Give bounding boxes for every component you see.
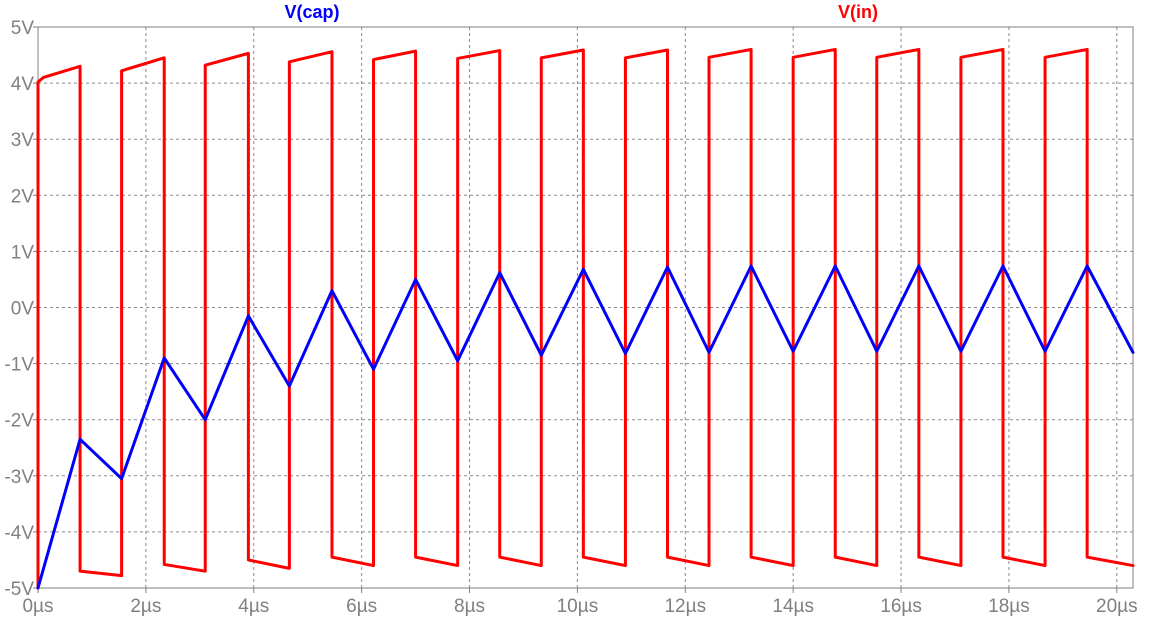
y-tick-label: 5V xyxy=(11,18,35,39)
x-tick-label: 10µs xyxy=(557,596,599,617)
grid-lines xyxy=(38,27,1133,588)
y-tick-label: -2V xyxy=(4,411,34,432)
series-traces xyxy=(36,47,1135,590)
y-tick-label: 2V xyxy=(11,186,35,207)
y-tick-label: -4V xyxy=(4,523,34,544)
series-line-vin xyxy=(36,47,1135,590)
y-tick-label: 4V xyxy=(11,74,35,95)
y-tick-label: 3V xyxy=(11,130,35,151)
tick-labels: 0µs 2µs 4µs 6µs 8µs 10µs 12µs 14µs 16µs 18µs 20µs 5… xyxy=(4,18,1137,617)
y-tick-label: -1V xyxy=(4,355,34,376)
x-tick-label: 12µs xyxy=(664,596,706,617)
x-tick-label: 0µs xyxy=(22,596,53,617)
legend: V(cap) V(in) xyxy=(284,2,878,22)
x-tick-label: 8µs xyxy=(454,596,485,617)
x-tick-label: 16µs xyxy=(880,596,922,617)
series-line-vcap xyxy=(36,264,1135,590)
x-tick-label: 6µs xyxy=(346,596,377,617)
y-tick-label: -3V xyxy=(4,467,34,488)
x-tick-label: 2µs xyxy=(130,596,161,617)
legend-label-vin[interactable]: V(in) xyxy=(838,2,878,22)
x-tick-label: 4µs xyxy=(238,596,269,617)
y-tick-label: 0V xyxy=(11,299,35,320)
x-tick-label: 18µs xyxy=(988,596,1030,617)
y-tick-label: -5V xyxy=(4,579,34,600)
y-tick-label: 1V xyxy=(11,242,35,263)
x-tick-label: 20µs xyxy=(1096,596,1138,617)
x-tick-label: 14µs xyxy=(772,596,814,617)
legend-label-vcap[interactable]: V(cap) xyxy=(284,2,339,22)
